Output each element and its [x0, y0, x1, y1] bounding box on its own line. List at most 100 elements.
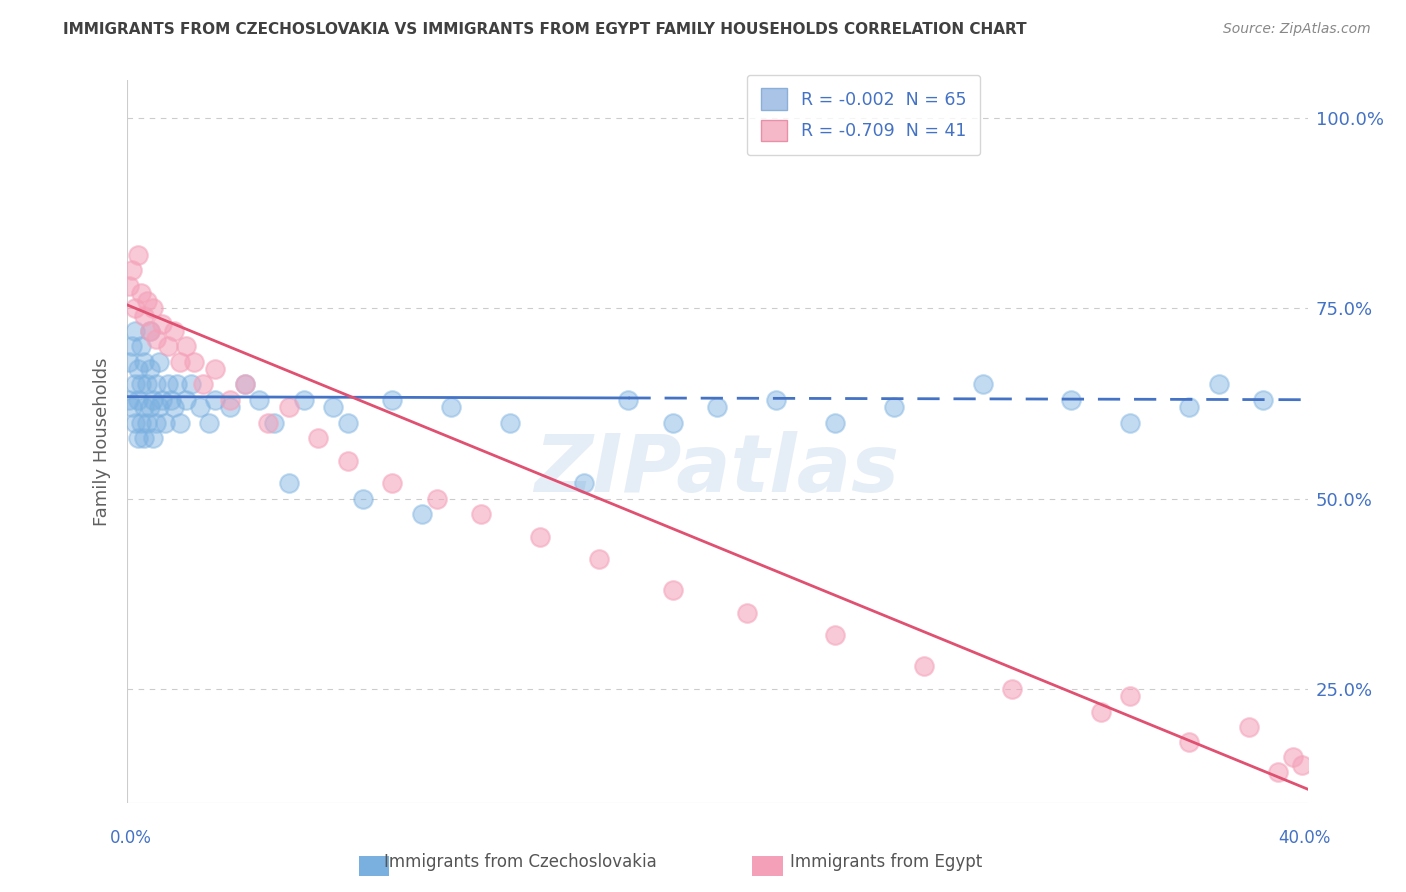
Point [1090, 705, 1112, 719]
Point [204, 392, 226, 407]
Point [193, 377, 215, 392]
Point [411, 507, 433, 521]
Point [1001, 681, 1024, 696]
Point [124, 301, 146, 316]
Point [263, 416, 285, 430]
Point [765, 392, 787, 407]
Point [127, 431, 149, 445]
Point [198, 416, 221, 430]
Point [381, 392, 404, 407]
Point [1267, 765, 1289, 780]
Point [163, 401, 186, 415]
Y-axis label: Family Households: Family Households [93, 358, 111, 525]
Point [134, 401, 156, 415]
Point [617, 392, 640, 407]
Point [824, 416, 846, 430]
Point [1178, 735, 1201, 749]
Point [180, 377, 202, 392]
Point [134, 309, 156, 323]
Point [150, 392, 173, 407]
Text: Immigrants from Czechoslovakia: Immigrants from Czechoslovakia [384, 853, 657, 871]
Point [148, 354, 170, 368]
Point [322, 401, 344, 415]
Point [142, 301, 165, 316]
Point [588, 552, 610, 566]
Point [883, 401, 905, 415]
Point [139, 401, 162, 415]
Point [145, 377, 167, 392]
Point [174, 392, 197, 407]
Point [156, 377, 179, 392]
Point [136, 377, 159, 392]
Point [169, 354, 191, 368]
Point [381, 476, 404, 491]
Point [145, 416, 167, 430]
Point [1178, 401, 1201, 415]
Point [121, 339, 143, 353]
Point [352, 491, 374, 506]
Point [1208, 377, 1230, 392]
Point [233, 377, 256, 392]
Point [337, 416, 360, 430]
Point [127, 392, 149, 407]
Point [124, 416, 146, 430]
Point [134, 354, 156, 368]
Point [308, 431, 330, 445]
Point [118, 354, 141, 368]
Point [470, 507, 492, 521]
Point [257, 416, 280, 430]
Point [440, 401, 463, 415]
Point [118, 278, 141, 293]
Point [499, 416, 522, 430]
Text: IMMIGRANTS FROM CZECHOSLOVAKIA VS IMMIGRANTS FROM EGYPT FAMILY HOUSEHOLDS CORREL: IMMIGRANTS FROM CZECHOSLOVAKIA VS IMMIGR… [63, 22, 1026, 37]
Point [219, 401, 242, 415]
Point [1291, 757, 1313, 772]
Point [118, 392, 141, 407]
Point [204, 362, 226, 376]
Point [156, 339, 179, 353]
Point [169, 416, 191, 430]
Point [183, 354, 205, 368]
Point [139, 324, 162, 338]
Point [129, 377, 153, 392]
Point [121, 401, 143, 415]
Point [139, 324, 162, 338]
Point [145, 332, 167, 346]
Legend: R = -0.002  N = 65, R = -0.709  N = 41: R = -0.002 N = 65, R = -0.709 N = 41 [747, 75, 980, 155]
Point [292, 392, 315, 407]
Point [574, 476, 596, 491]
Point [425, 491, 447, 506]
Point [1060, 392, 1083, 407]
Point [1119, 416, 1142, 430]
Point [1253, 392, 1275, 407]
Point [278, 401, 301, 415]
Text: Source: ZipAtlas.com: Source: ZipAtlas.com [1223, 22, 1371, 37]
Point [174, 339, 197, 353]
Point [163, 324, 186, 338]
Point [662, 416, 685, 430]
Point [127, 362, 149, 376]
Text: 0.0%: 0.0% [110, 829, 152, 847]
Point [166, 377, 188, 392]
Point [124, 377, 146, 392]
Point [150, 317, 173, 331]
Point [129, 339, 153, 353]
Text: 40.0%: 40.0% [1278, 829, 1331, 847]
Point [142, 392, 165, 407]
Point [142, 431, 165, 445]
Point [134, 431, 156, 445]
Point [129, 416, 153, 430]
Point [136, 416, 159, 430]
Point [124, 324, 146, 338]
Point [127, 248, 149, 262]
Point [972, 377, 994, 392]
Point [219, 392, 242, 407]
Point [337, 453, 360, 467]
Point [706, 401, 728, 415]
Point [160, 392, 183, 407]
Point [735, 606, 758, 620]
Point [912, 659, 935, 673]
Point [278, 476, 301, 491]
Text: Immigrants from Egypt: Immigrants from Egypt [790, 853, 981, 871]
Point [233, 377, 256, 392]
